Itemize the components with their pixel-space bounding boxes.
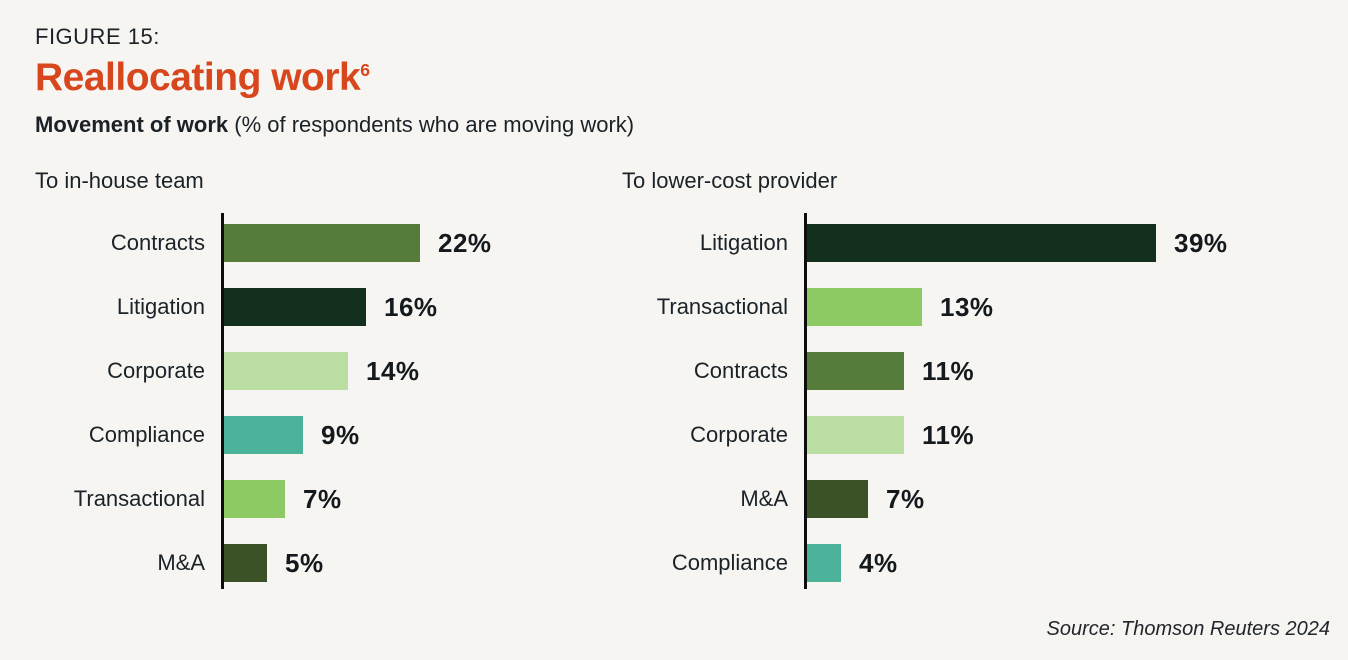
- figure-title: Reallocating work6: [35, 56, 634, 100]
- bar-row: Contracts 11%: [622, 339, 1228, 403]
- bar-row: Litigation 39%: [622, 211, 1228, 275]
- bar: [805, 544, 841, 582]
- subtitle-bold-text: Movement of work: [35, 111, 229, 137]
- category-label: M&A: [740, 486, 788, 511]
- category-label: Corporate: [107, 358, 205, 383]
- bar-row: Contracts 22%: [35, 211, 492, 275]
- value-label: 14%: [366, 355, 420, 386]
- bar: [222, 224, 420, 262]
- category-label: Litigation: [116, 294, 205, 319]
- category-label: Contracts: [110, 230, 205, 255]
- value-label: 16%: [384, 291, 438, 322]
- axis-line: [221, 213, 224, 589]
- chart-title-lower-cost: To lower-cost provider: [622, 168, 838, 193]
- bar-row: Litigation 16%: [35, 275, 492, 339]
- bar-row: M&A 5%: [35, 531, 492, 595]
- value-label: 11%: [922, 355, 975, 386]
- value-label: 11%: [922, 419, 975, 450]
- bar: [805, 352, 904, 390]
- category-label: Compliance: [88, 422, 205, 447]
- bar: [222, 288, 366, 326]
- bar-row: Corporate 14%: [35, 339, 492, 403]
- subtitle-rest-text: (% of respondents who are moving work): [228, 111, 635, 137]
- bar-row: Compliance 4%: [622, 531, 1228, 595]
- chart-title-in-house: To in-house team: [35, 168, 204, 193]
- axis-line: [804, 213, 807, 589]
- bar-row: Corporate 11%: [622, 403, 1228, 467]
- figure-title-text: Reallocating work: [35, 56, 361, 99]
- footnote-marker: 6: [360, 60, 370, 80]
- value-label: 7%: [886, 483, 925, 514]
- figure-label: FIGURE 15:: [35, 24, 160, 49]
- bar-row: M&A 7%: [622, 467, 1228, 531]
- chart-to-lower-cost-provider: To lower-cost provider Litigation 39% Tr…: [622, 168, 1228, 595]
- value-label: 22%: [438, 227, 492, 258]
- bar: [805, 416, 904, 454]
- category-label: Compliance: [671, 550, 788, 575]
- category-label: Contracts: [693, 358, 788, 383]
- category-label: Corporate: [690, 422, 788, 447]
- chart-rows-in-house: Contracts 22% Litigation 16% Corporate 1…: [35, 211, 492, 595]
- value-label: 5%: [285, 547, 324, 578]
- category-label: Transactional: [656, 294, 788, 319]
- bar: [222, 544, 267, 582]
- bar: [805, 288, 922, 326]
- source-note: Source: Thomson Reuters 2024: [1046, 618, 1331, 640]
- bar: [222, 352, 348, 390]
- value-label: 13%: [940, 291, 994, 322]
- figure-header: FIGURE 15: Reallocating work6 Movement o…: [35, 24, 634, 138]
- value-label: 39%: [1174, 227, 1228, 258]
- bar: [805, 480, 868, 518]
- value-label: 4%: [859, 547, 898, 578]
- chart-to-in-house-team: To in-house team Contracts 22% Litigatio…: [35, 168, 492, 595]
- chart-rows-lower-cost: Litigation 39% Transactional 13% Contrac…: [622, 211, 1228, 595]
- figure-subtitle: Movement of work (% of respondents who a…: [35, 112, 634, 138]
- value-label: 9%: [321, 419, 360, 450]
- category-label: M&A: [157, 550, 205, 575]
- bar-row: Transactional 7%: [35, 467, 492, 531]
- category-label: Litigation: [699, 230, 788, 255]
- value-label: 7%: [303, 483, 342, 514]
- category-label: Transactional: [73, 486, 205, 511]
- bar: [222, 480, 285, 518]
- bar-row: Compliance 9%: [35, 403, 492, 467]
- bar: [805, 224, 1156, 262]
- bar: [222, 416, 303, 454]
- bar-row: Transactional 13%: [622, 275, 1228, 339]
